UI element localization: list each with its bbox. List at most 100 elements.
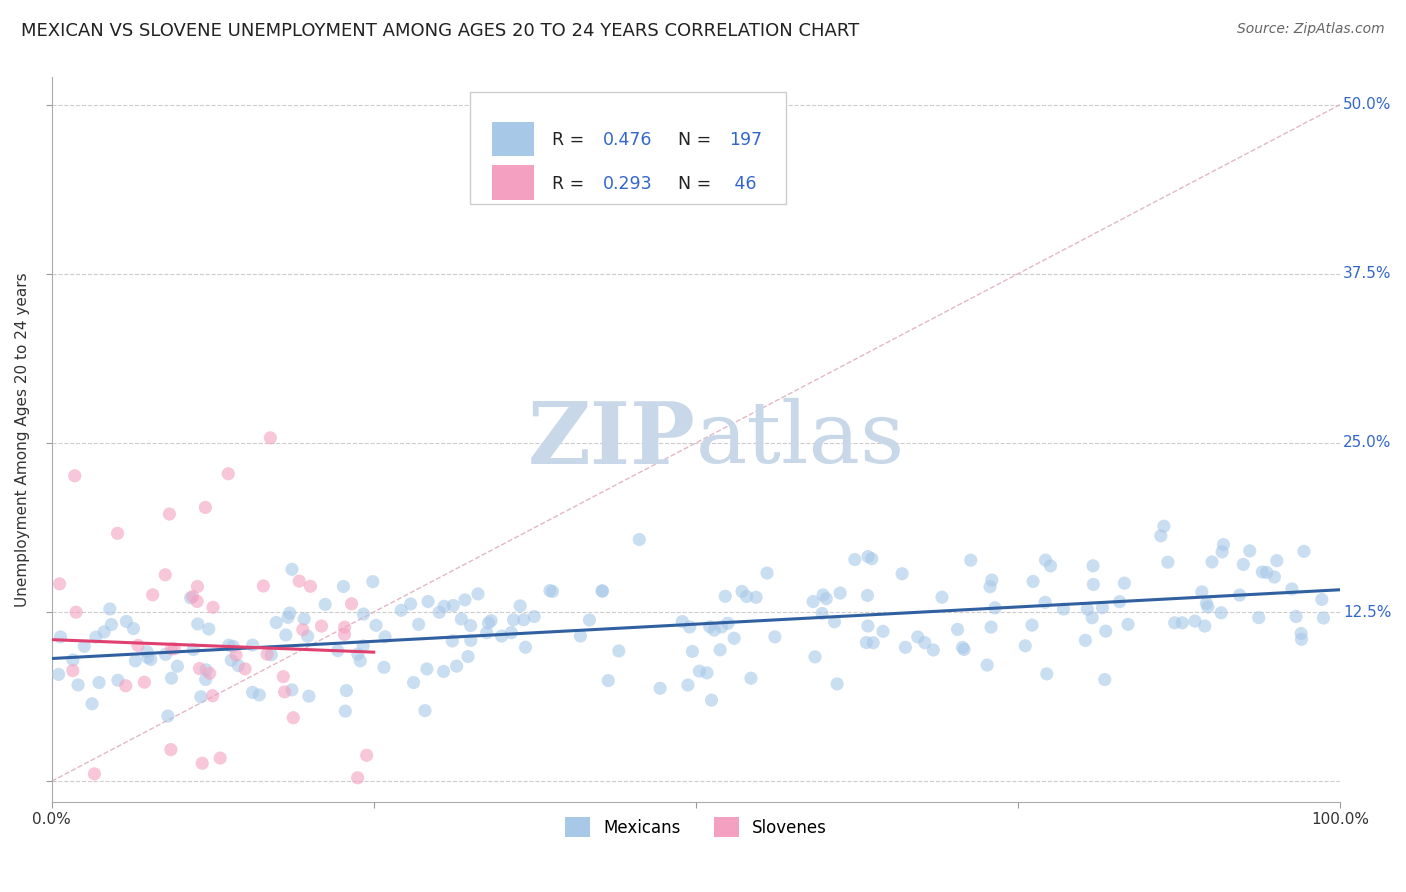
Text: N =: N = [678,175,717,193]
Point [1232,558,1254,572]
Point [186,579,208,593]
Point [225,648,247,662]
Text: 37.5%: 37.5% [1343,266,1392,281]
Point [648,681,671,696]
Point [160,671,183,685]
Point [107,526,129,541]
Point [699,620,721,634]
Point [676,678,699,692]
Point [1211,606,1233,620]
Text: 12.5%: 12.5% [1343,605,1392,620]
Point [914,635,936,649]
Point [1194,619,1216,633]
Point [340,597,363,611]
Point [454,593,477,607]
Point [408,617,430,632]
Point [1035,553,1057,567]
Point [763,630,786,644]
Point [959,553,981,567]
Point [201,689,224,703]
Point [333,620,356,634]
Point [221,653,243,667]
Point [491,629,513,643]
Point [811,607,834,621]
Point [477,615,499,630]
Point [198,622,221,636]
Point [1081,611,1104,625]
Point [1191,585,1213,599]
Point [862,636,884,650]
Point [860,551,883,566]
Point [907,630,929,644]
Point [155,648,177,662]
Bar [492,121,533,156]
Point [157,507,180,521]
Point [427,605,450,619]
Point [475,625,498,640]
Point [389,603,412,617]
Point [1201,555,1223,569]
Point [696,665,718,680]
Point [136,650,159,665]
Point [194,673,217,687]
Bar [492,165,533,200]
Point [163,641,186,656]
Point [252,579,274,593]
Point [856,589,879,603]
Point [100,617,122,632]
Point [346,771,368,785]
Point [1091,600,1114,615]
Point [679,620,702,634]
Point [825,677,848,691]
Text: 0.476: 0.476 [603,131,652,150]
Point [291,623,314,637]
Point [523,609,546,624]
Point [1033,595,1056,609]
Point [1094,624,1116,639]
Point [297,629,319,643]
Point [856,619,879,633]
Point [1036,666,1059,681]
Point [1083,577,1105,591]
Point [591,583,613,598]
Point [1116,617,1139,632]
Point [1022,574,1045,589]
Point [1247,610,1270,624]
Point [844,552,866,566]
Point [598,673,620,688]
Point [136,645,159,659]
Point [1074,633,1097,648]
Point [195,663,218,677]
Point [190,690,212,704]
Point [578,613,600,627]
Point [541,584,564,599]
Point [1265,554,1288,568]
FancyBboxPatch shape [471,92,786,204]
Point [457,649,479,664]
Point [894,640,917,655]
Text: R =: R = [551,131,589,150]
Point [218,638,240,652]
Point [110,811,132,825]
Point [364,618,387,632]
Point [467,587,489,601]
Point [856,549,879,564]
Point [984,600,1007,615]
Point [700,693,723,707]
Point [93,624,115,639]
Point [98,602,121,616]
Point [335,683,357,698]
Point [209,751,232,765]
Point [1312,611,1334,625]
Point [198,666,221,681]
Point [352,639,374,653]
Point [373,660,395,674]
Point [1150,529,1173,543]
Point [1212,538,1234,552]
Point [717,616,740,631]
Point [166,659,188,673]
Point [607,644,630,658]
Text: N =: N = [678,131,717,150]
Point [274,628,297,642]
Point [735,590,758,604]
